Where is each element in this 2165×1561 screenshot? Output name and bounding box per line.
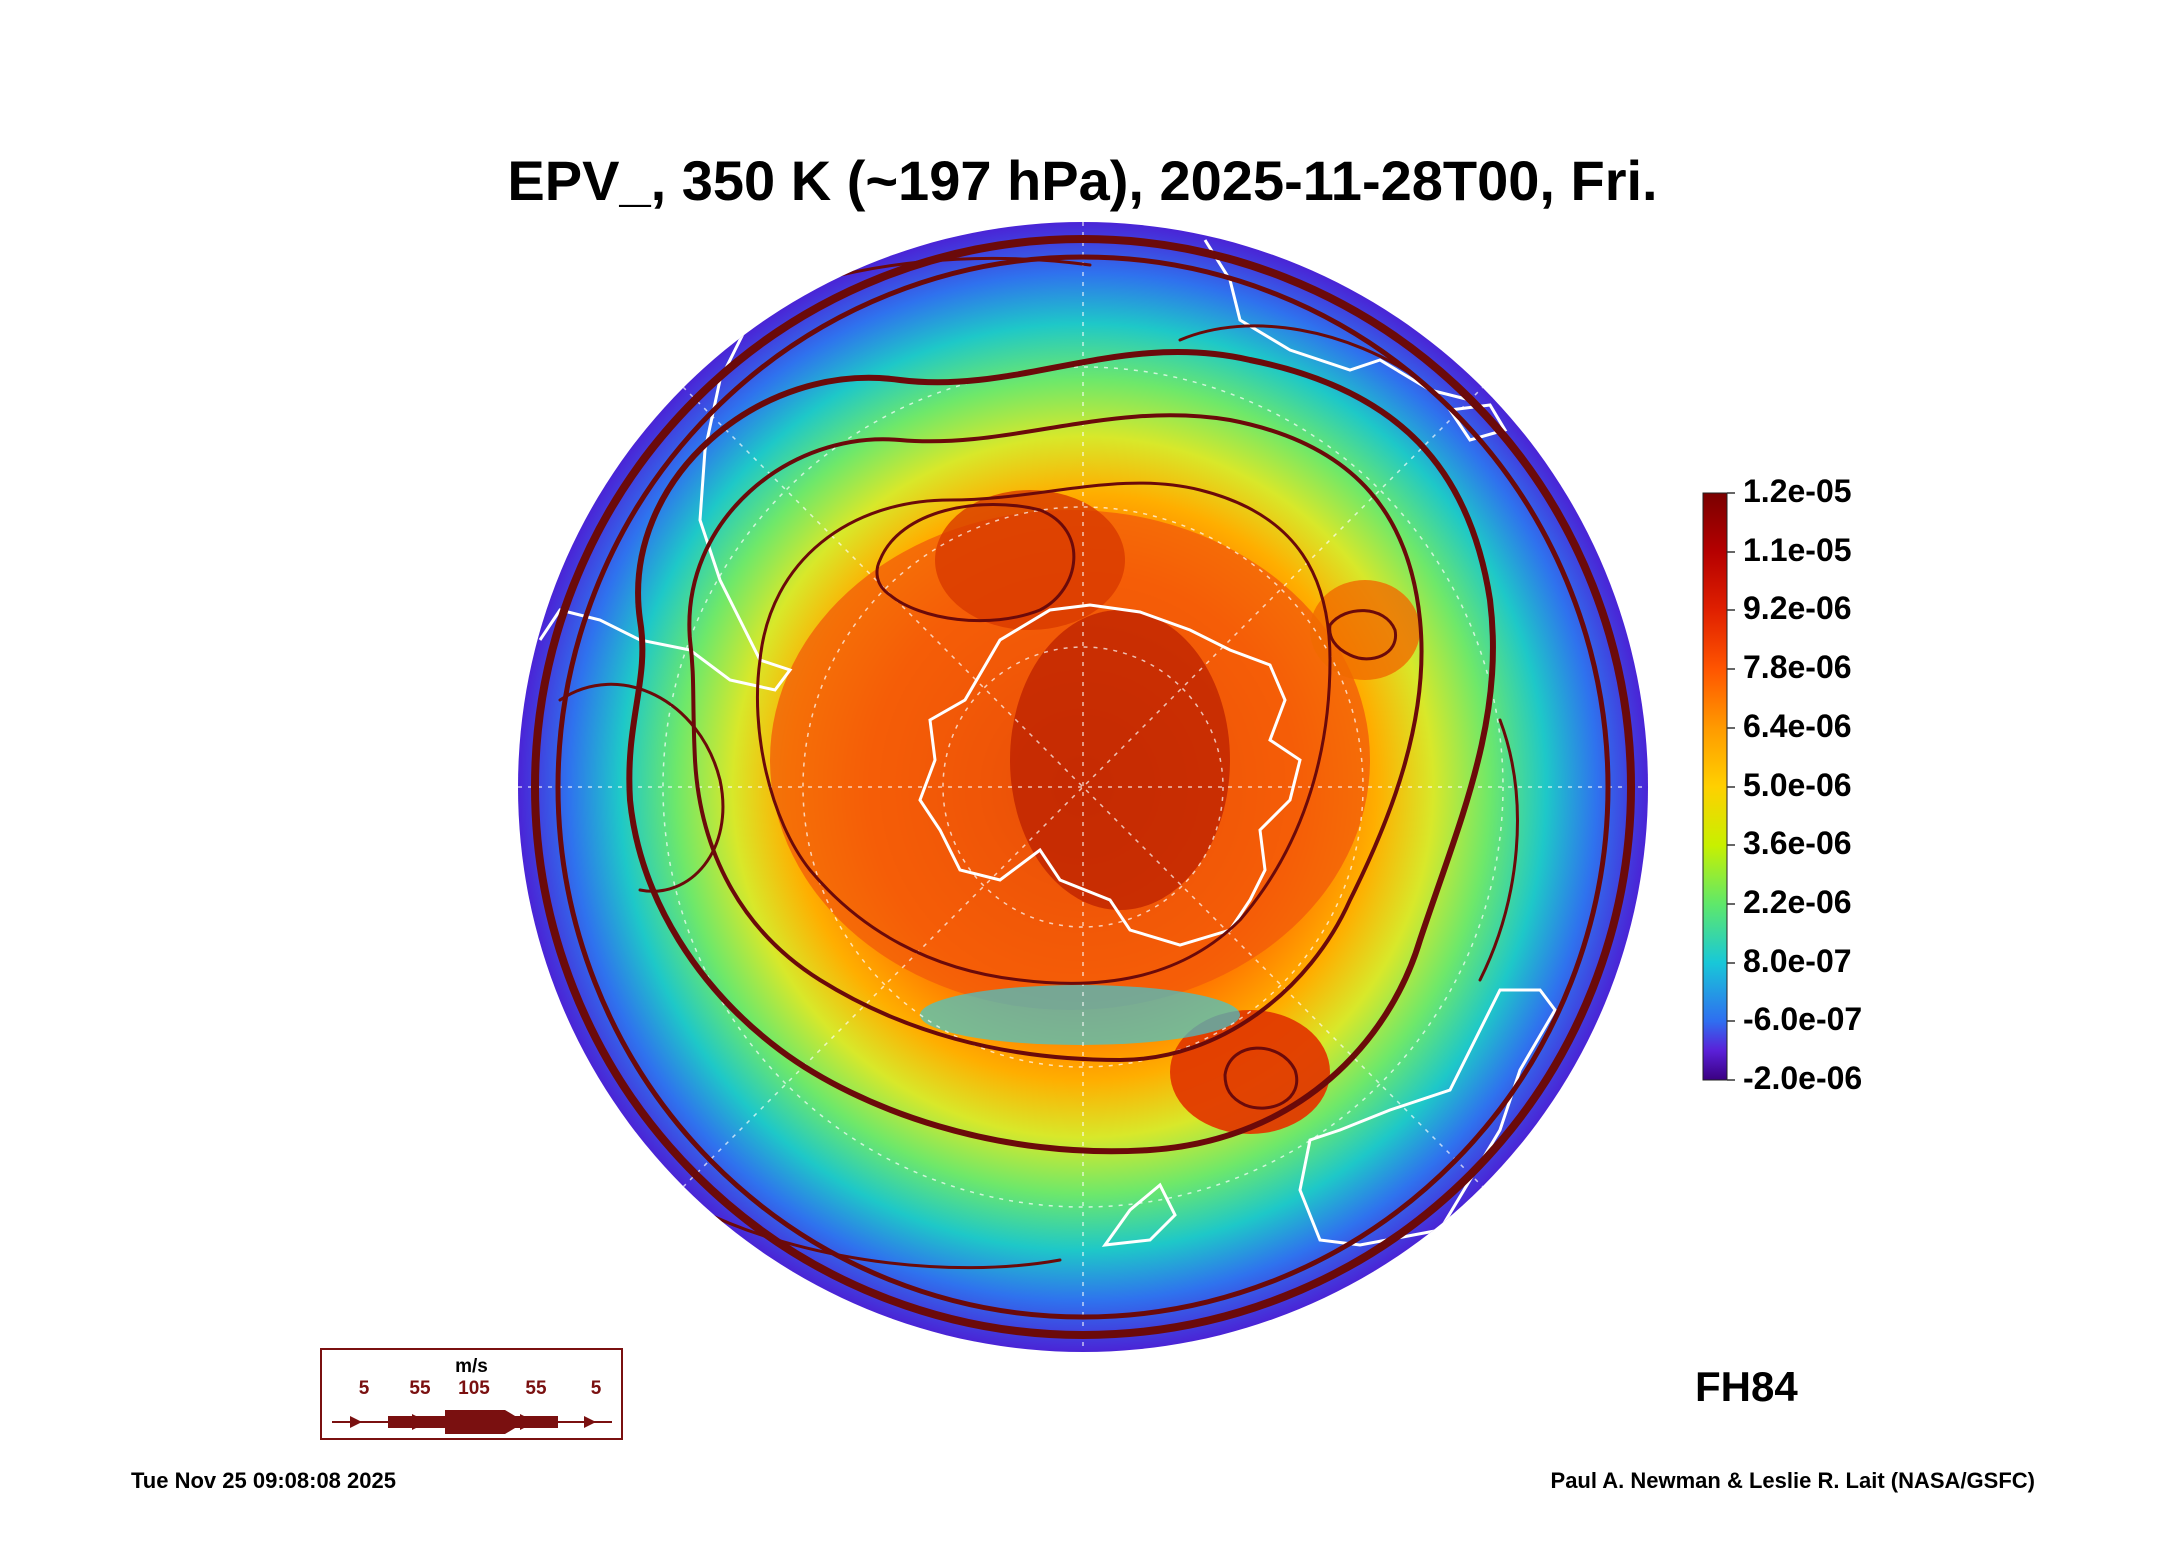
colorbar: [1702, 492, 1728, 1081]
colorbar-label: 3.6e-06: [1743, 825, 1852, 861]
map-title: EPV_, 350 K (~197 hPa), 2025-11-28T00, F…: [507, 149, 1658, 212]
colorbar-label: -2.0e-06: [1743, 1060, 1863, 1096]
epv-max-center: [1010, 610, 1230, 910]
generation-timestamp: Tue Nov 25 09:08:08 2025: [131, 1468, 396, 1493]
wind-legend-unit: m/s: [455, 1356, 488, 1377]
graticule: [518, 222, 1648, 1352]
colorbar-label: 7.8e-06: [1743, 649, 1852, 685]
colorbar-label: 6.4e-06: [1743, 708, 1852, 744]
wind-legend-value: 5: [590, 1378, 602, 1399]
wind-legend-graphic: [332, 1410, 612, 1434]
credit-line: Paul A. Newman & Leslie R. Lait (NASA/GS…: [1550, 1468, 2035, 1493]
streamlines: [531, 235, 1635, 1339]
coastline-new-zealand: [1101, 1182, 1177, 1247]
colorbar-label: 9.2e-06: [1743, 590, 1852, 626]
colorbar-label: 1.2e-05: [1743, 473, 1852, 509]
colorbar-label: 1.1e-05: [1743, 532, 1852, 568]
colorbar-ticks: [1727, 492, 1735, 1081]
coastline-australia: [1298, 988, 1557, 1247]
colorbar-label: 8.0e-07: [1743, 943, 1852, 979]
colorbar-label: 5.0e-06: [1743, 767, 1852, 803]
wind-legend-value: 5: [358, 1378, 370, 1399]
epv-vortex-upper-left: [935, 490, 1125, 630]
wind-legend-value: 105: [458, 1378, 490, 1399]
coastline-south-america: [538, 329, 793, 692]
wind-speed-legend: m/s 5 55 105 55 5: [320, 1348, 623, 1440]
coastline-antarctica: [918, 603, 1302, 947]
epv-vortex-right: [1310, 580, 1420, 680]
wind-legend-value: 55: [409, 1378, 431, 1399]
colorbar-label: 2.2e-06: [1743, 884, 1852, 920]
forecast-hour-label: FH84: [1695, 1363, 1798, 1410]
colorbar-label: -6.0e-07: [1743, 1001, 1863, 1037]
epv-low-band: [920, 985, 1240, 1045]
wind-legend-value: 55: [525, 1378, 547, 1399]
